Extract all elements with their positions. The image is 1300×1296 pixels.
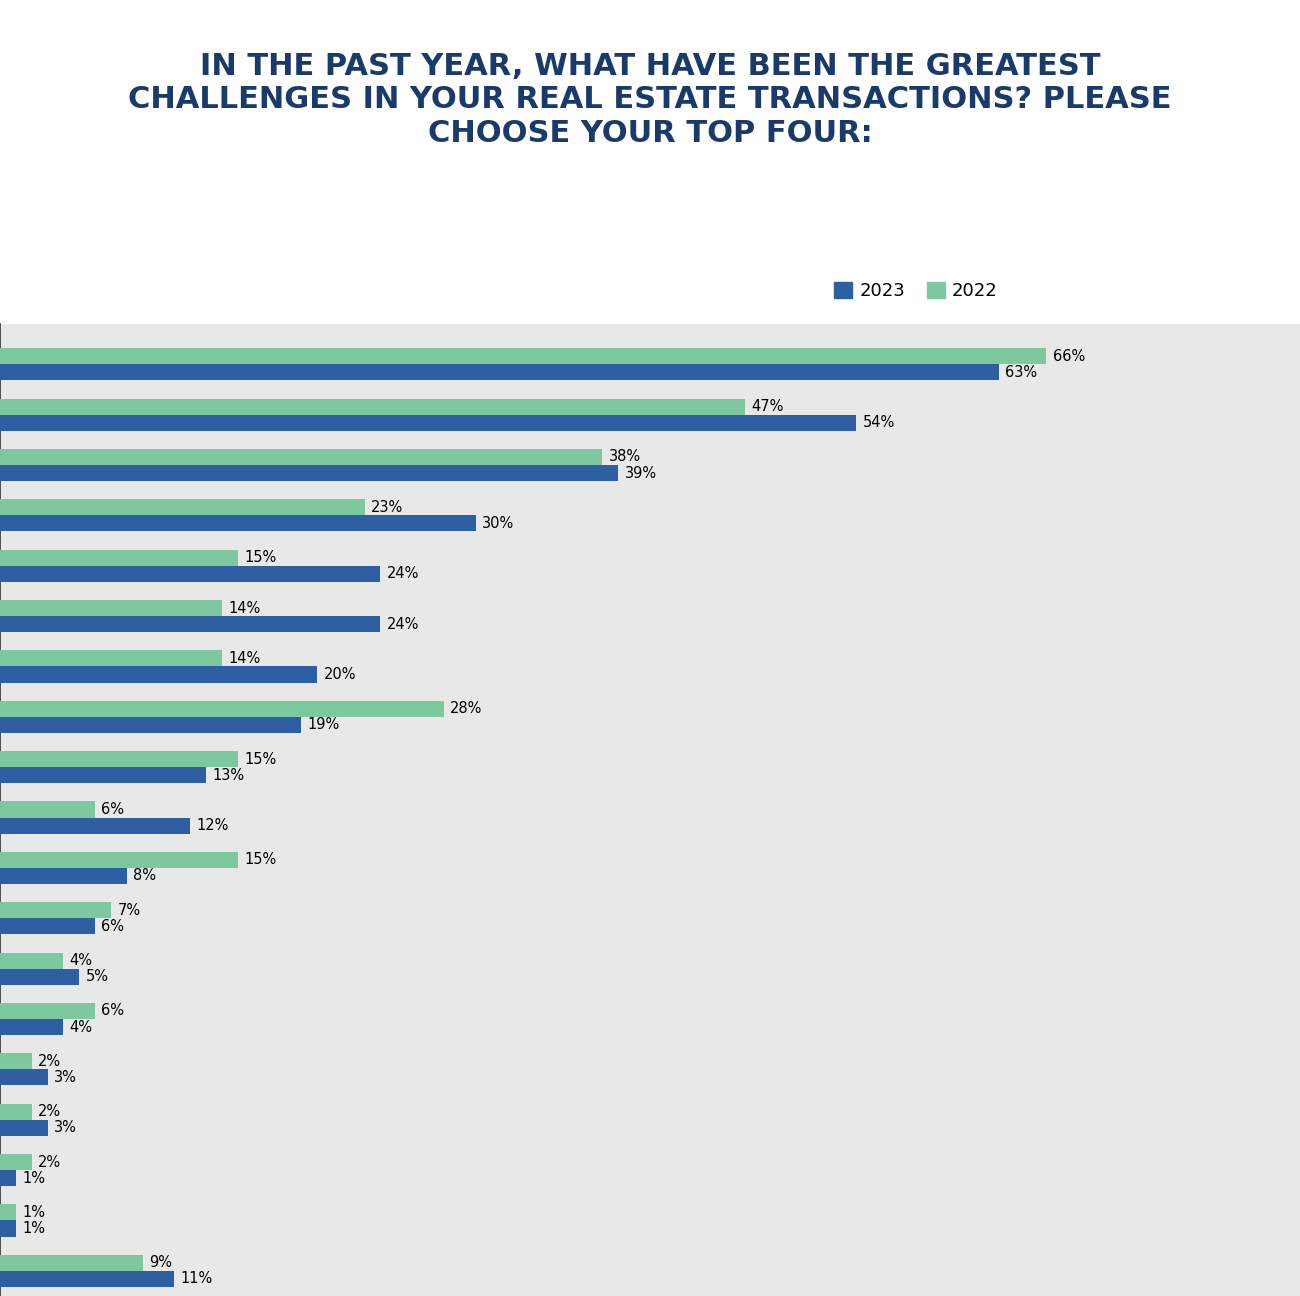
Bar <box>0 767 207 783</box>
Bar <box>0 1271 174 1287</box>
Text: 28%: 28% <box>450 701 482 717</box>
Bar <box>0 465 619 481</box>
Bar <box>0 717 302 734</box>
Text: 66%: 66% <box>1053 349 1086 364</box>
Bar <box>0 550 238 566</box>
Text: 54%: 54% <box>862 415 894 430</box>
Text: 11%: 11% <box>181 1271 213 1287</box>
Text: 1%: 1% <box>22 1221 46 1236</box>
Bar <box>0 1170 16 1186</box>
Text: 3%: 3% <box>53 1070 77 1085</box>
Text: 19%: 19% <box>308 718 339 732</box>
Bar <box>0 902 111 919</box>
Bar <box>0 616 381 632</box>
Text: 4%: 4% <box>70 1020 92 1034</box>
Text: 12%: 12% <box>196 818 229 833</box>
Bar <box>0 516 476 531</box>
Text: 2%: 2% <box>38 1054 61 1069</box>
Text: 13%: 13% <box>212 767 244 783</box>
Bar <box>0 600 222 616</box>
Text: 15%: 15% <box>244 853 277 867</box>
Text: 5%: 5% <box>86 969 109 984</box>
Bar <box>0 953 64 968</box>
Bar <box>0 1120 48 1135</box>
Text: 15%: 15% <box>244 752 277 767</box>
Bar <box>0 448 602 465</box>
Bar <box>0 919 95 934</box>
Bar <box>0 868 127 884</box>
Text: 3%: 3% <box>53 1120 77 1135</box>
Bar <box>0 1221 16 1236</box>
Bar <box>0 851 238 868</box>
Bar <box>0 1019 64 1036</box>
Text: 6%: 6% <box>101 802 125 816</box>
Bar <box>0 801 95 818</box>
Bar <box>0 968 79 985</box>
Text: 24%: 24% <box>387 617 419 631</box>
Text: 8%: 8% <box>133 868 156 884</box>
Bar <box>0 1153 31 1170</box>
Bar <box>0 752 238 767</box>
Text: 14%: 14% <box>229 600 260 616</box>
Bar <box>0 399 745 415</box>
Text: 47%: 47% <box>751 399 784 415</box>
Text: 1%: 1% <box>22 1205 46 1220</box>
Text: 15%: 15% <box>244 551 277 565</box>
Text: 6%: 6% <box>101 1003 125 1019</box>
Text: 9%: 9% <box>150 1256 172 1270</box>
Text: 6%: 6% <box>101 919 125 934</box>
Bar <box>0 666 317 683</box>
Bar <box>0 1069 48 1086</box>
Bar <box>0 1003 95 1019</box>
Bar <box>0 1054 31 1069</box>
Text: 63%: 63% <box>1005 365 1037 380</box>
Bar <box>0 1255 143 1271</box>
Bar <box>0 566 381 582</box>
Bar <box>0 701 443 717</box>
Text: 7%: 7% <box>117 903 140 918</box>
Text: 2%: 2% <box>38 1155 61 1169</box>
Text: 14%: 14% <box>229 651 260 666</box>
Text: 20%: 20% <box>324 667 356 682</box>
Text: IN THE PAST YEAR, WHAT HAVE BEEN THE GREATEST
CHALLENGES IN YOUR REAL ESTATE TRA: IN THE PAST YEAR, WHAT HAVE BEEN THE GRE… <box>129 52 1171 148</box>
Bar <box>0 415 857 430</box>
Bar <box>0 651 222 666</box>
Bar <box>0 1104 31 1120</box>
Bar <box>0 349 1046 364</box>
Bar <box>0 1204 16 1221</box>
Text: 4%: 4% <box>70 953 92 968</box>
Bar <box>0 818 190 833</box>
Text: 2%: 2% <box>38 1104 61 1120</box>
Bar <box>0 499 364 516</box>
Text: 24%: 24% <box>387 566 419 582</box>
Text: 38%: 38% <box>608 450 641 464</box>
Text: 39%: 39% <box>624 465 656 481</box>
Text: 1%: 1% <box>22 1170 46 1186</box>
Bar <box>0 364 998 381</box>
Text: 23%: 23% <box>370 500 403 515</box>
Text: 30%: 30% <box>482 516 515 531</box>
Legend: 2023, 2022: 2023, 2022 <box>827 275 1005 307</box>
